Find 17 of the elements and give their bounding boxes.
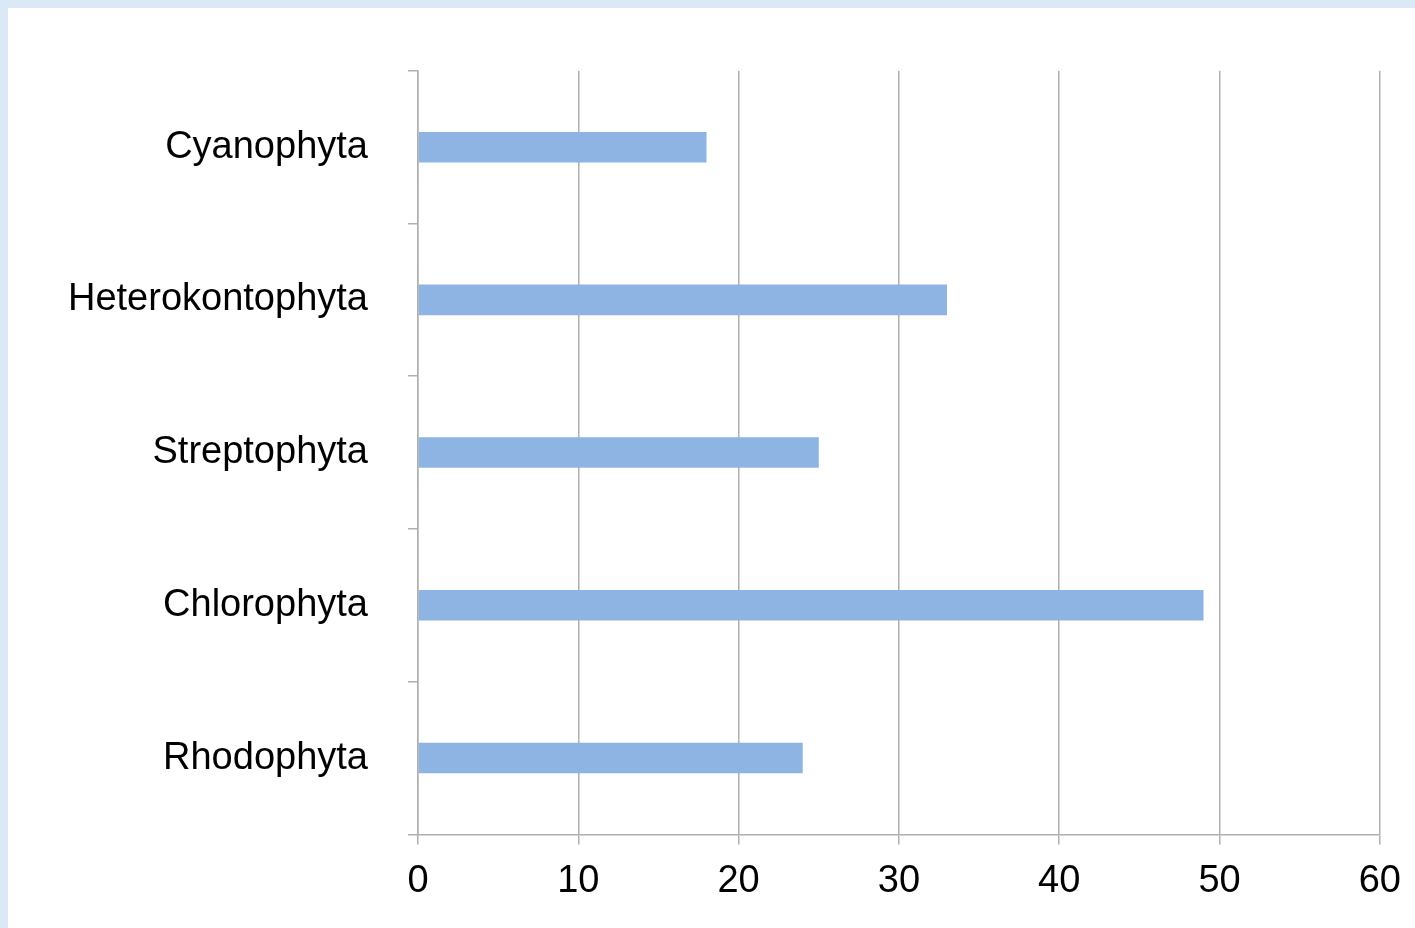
x-tick-label: 0	[407, 857, 429, 900]
x-tick-label: 50	[1198, 857, 1241, 900]
x-tick-label: 30	[877, 857, 921, 900]
y-tick-label: Cyanophyta	[165, 123, 369, 166]
bar	[418, 590, 1204, 621]
y-tick-label: Rhodophyta	[163, 734, 369, 777]
bar	[418, 131, 707, 163]
x-tick-label: 20	[717, 857, 760, 900]
x-tick-label: 60	[1358, 857, 1402, 900]
x-tick-label: 10	[557, 857, 600, 900]
bar	[418, 284, 948, 316]
bar	[418, 437, 819, 468]
y-tick-label: Chlorophyta	[163, 581, 369, 624]
bar	[418, 742, 803, 774]
y-tick-label: Heterokontophyta	[67, 276, 369, 319]
y-tick-label: Streptophyta	[152, 429, 369, 472]
x-tick-label: 40	[1038, 857, 1081, 900]
